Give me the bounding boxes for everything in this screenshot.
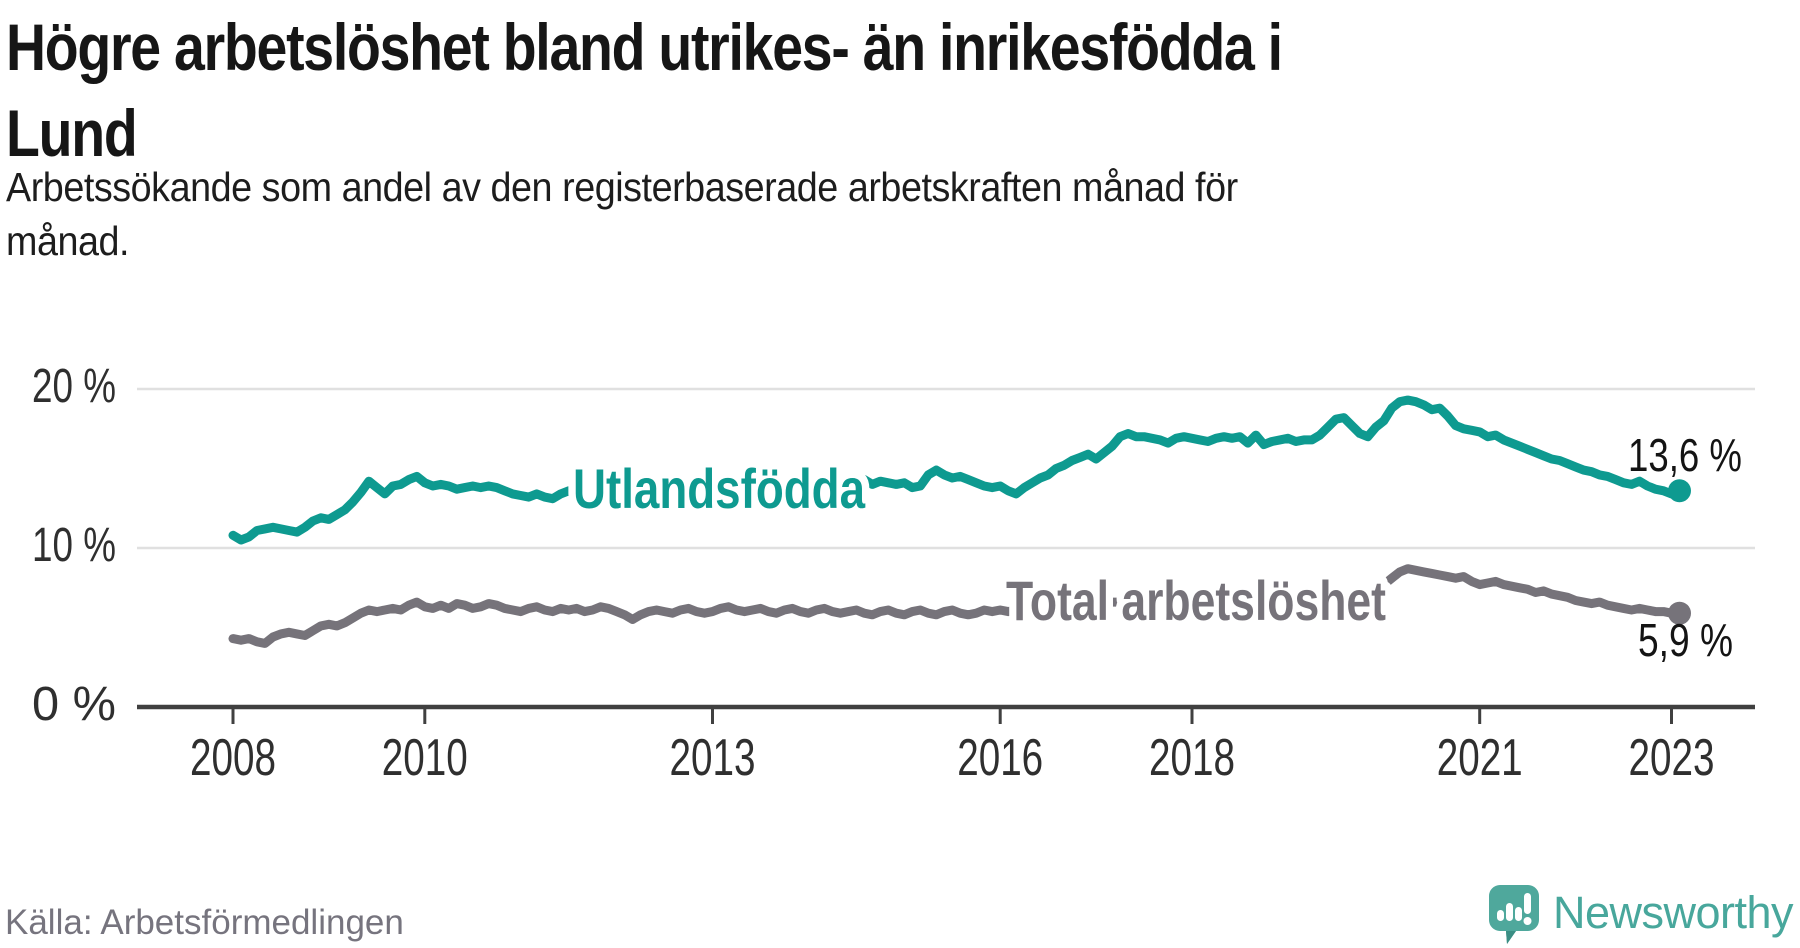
series-line-1	[228, 564, 1684, 648]
series-label-1: Total arbetslöshet	[1006, 569, 1386, 632]
series-end-dot-1	[1667, 601, 1691, 625]
x-tick-label-2016: 2016	[957, 729, 1043, 787]
series-end-dot-0	[1667, 479, 1691, 503]
chart-subtitle-line-1: Arbetssökande som andel av den registerb…	[6, 164, 1238, 210]
source-note: Källa: Arbetsförmedlingen	[5, 903, 404, 942]
chart-subtitle: Arbetssökande som andel av den registerb…	[6, 160, 1238, 268]
chart-title-line-2: Lund	[6, 96, 138, 170]
x-tick-label-2018: 2018	[1149, 729, 1235, 787]
chart-title: Högre arbetslöshet bland utrikes- än inr…	[6, 4, 1283, 176]
series-label-0: Utlandsfödda	[573, 457, 866, 520]
y-tick-label: 20 %	[32, 360, 116, 413]
x-tick-label-2008: 2008	[190, 729, 276, 787]
chart-title-line-1: Högre arbetslöshet bland utrikes- än inr…	[6, 10, 1283, 84]
y-tick-label: 0 %	[32, 678, 116, 731]
newsworthy-brand: Newsworthy	[1488, 884, 1794, 948]
newsworthy-wordmark: Newsworthy	[1553, 887, 1794, 938]
chart-subtitle-line-2: månad.	[6, 218, 130, 264]
x-tick-label-2021: 2021	[1437, 729, 1523, 787]
x-tick-label-2010: 2010	[382, 729, 468, 787]
y-tick-label: 10 %	[32, 519, 116, 572]
newsworthy-speech-bubble-bar-chart-icon	[1489, 885, 1539, 944]
series-end-value-0: 13,6 %	[1628, 429, 1742, 481]
series-end-value-1: 5,9 %	[1638, 614, 1733, 666]
x-tick-label-2013: 2013	[670, 729, 756, 787]
x-tick-label-2023: 2023	[1629, 729, 1715, 787]
series-line-0	[228, 395, 1684, 545]
